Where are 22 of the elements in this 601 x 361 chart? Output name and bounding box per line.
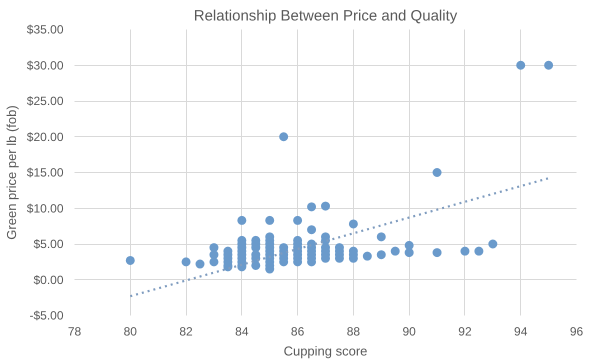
chart-title: Relationship Between Price and Quality: [194, 8, 458, 24]
x-tick-label: 86: [290, 324, 305, 338]
x-tick-label: 94: [514, 324, 528, 338]
x-tick-label: 90: [402, 324, 416, 338]
x-tick-label: 80: [124, 324, 138, 338]
y-tick-label: $0.00: [33, 272, 64, 287]
y-tick-label: $35.00: [26, 22, 64, 36]
x-tick-label: 84: [235, 324, 249, 338]
y-tick-label: $15.00: [26, 166, 64, 180]
x-tick-label: 92: [458, 324, 472, 338]
y-tick-label: -$5.00: [29, 308, 64, 322]
y-tick-label: $5.00: [33, 237, 64, 251]
x-axis-title: Cupping score: [284, 344, 368, 358]
x-tick-label: 88: [346, 324, 360, 338]
y-axis-title: Green price per lb (fob): [4, 105, 19, 240]
y-tick-label: $30.00: [26, 58, 64, 72]
y-tick-label: $20.00: [26, 130, 64, 144]
y-tick-label: $25.00: [26, 94, 64, 108]
x-tick-label: 78: [68, 324, 82, 338]
x-tick-label: 96: [570, 324, 584, 338]
x-tick-label: 82: [179, 324, 194, 338]
y-tick-label: $10.00: [26, 201, 64, 216]
